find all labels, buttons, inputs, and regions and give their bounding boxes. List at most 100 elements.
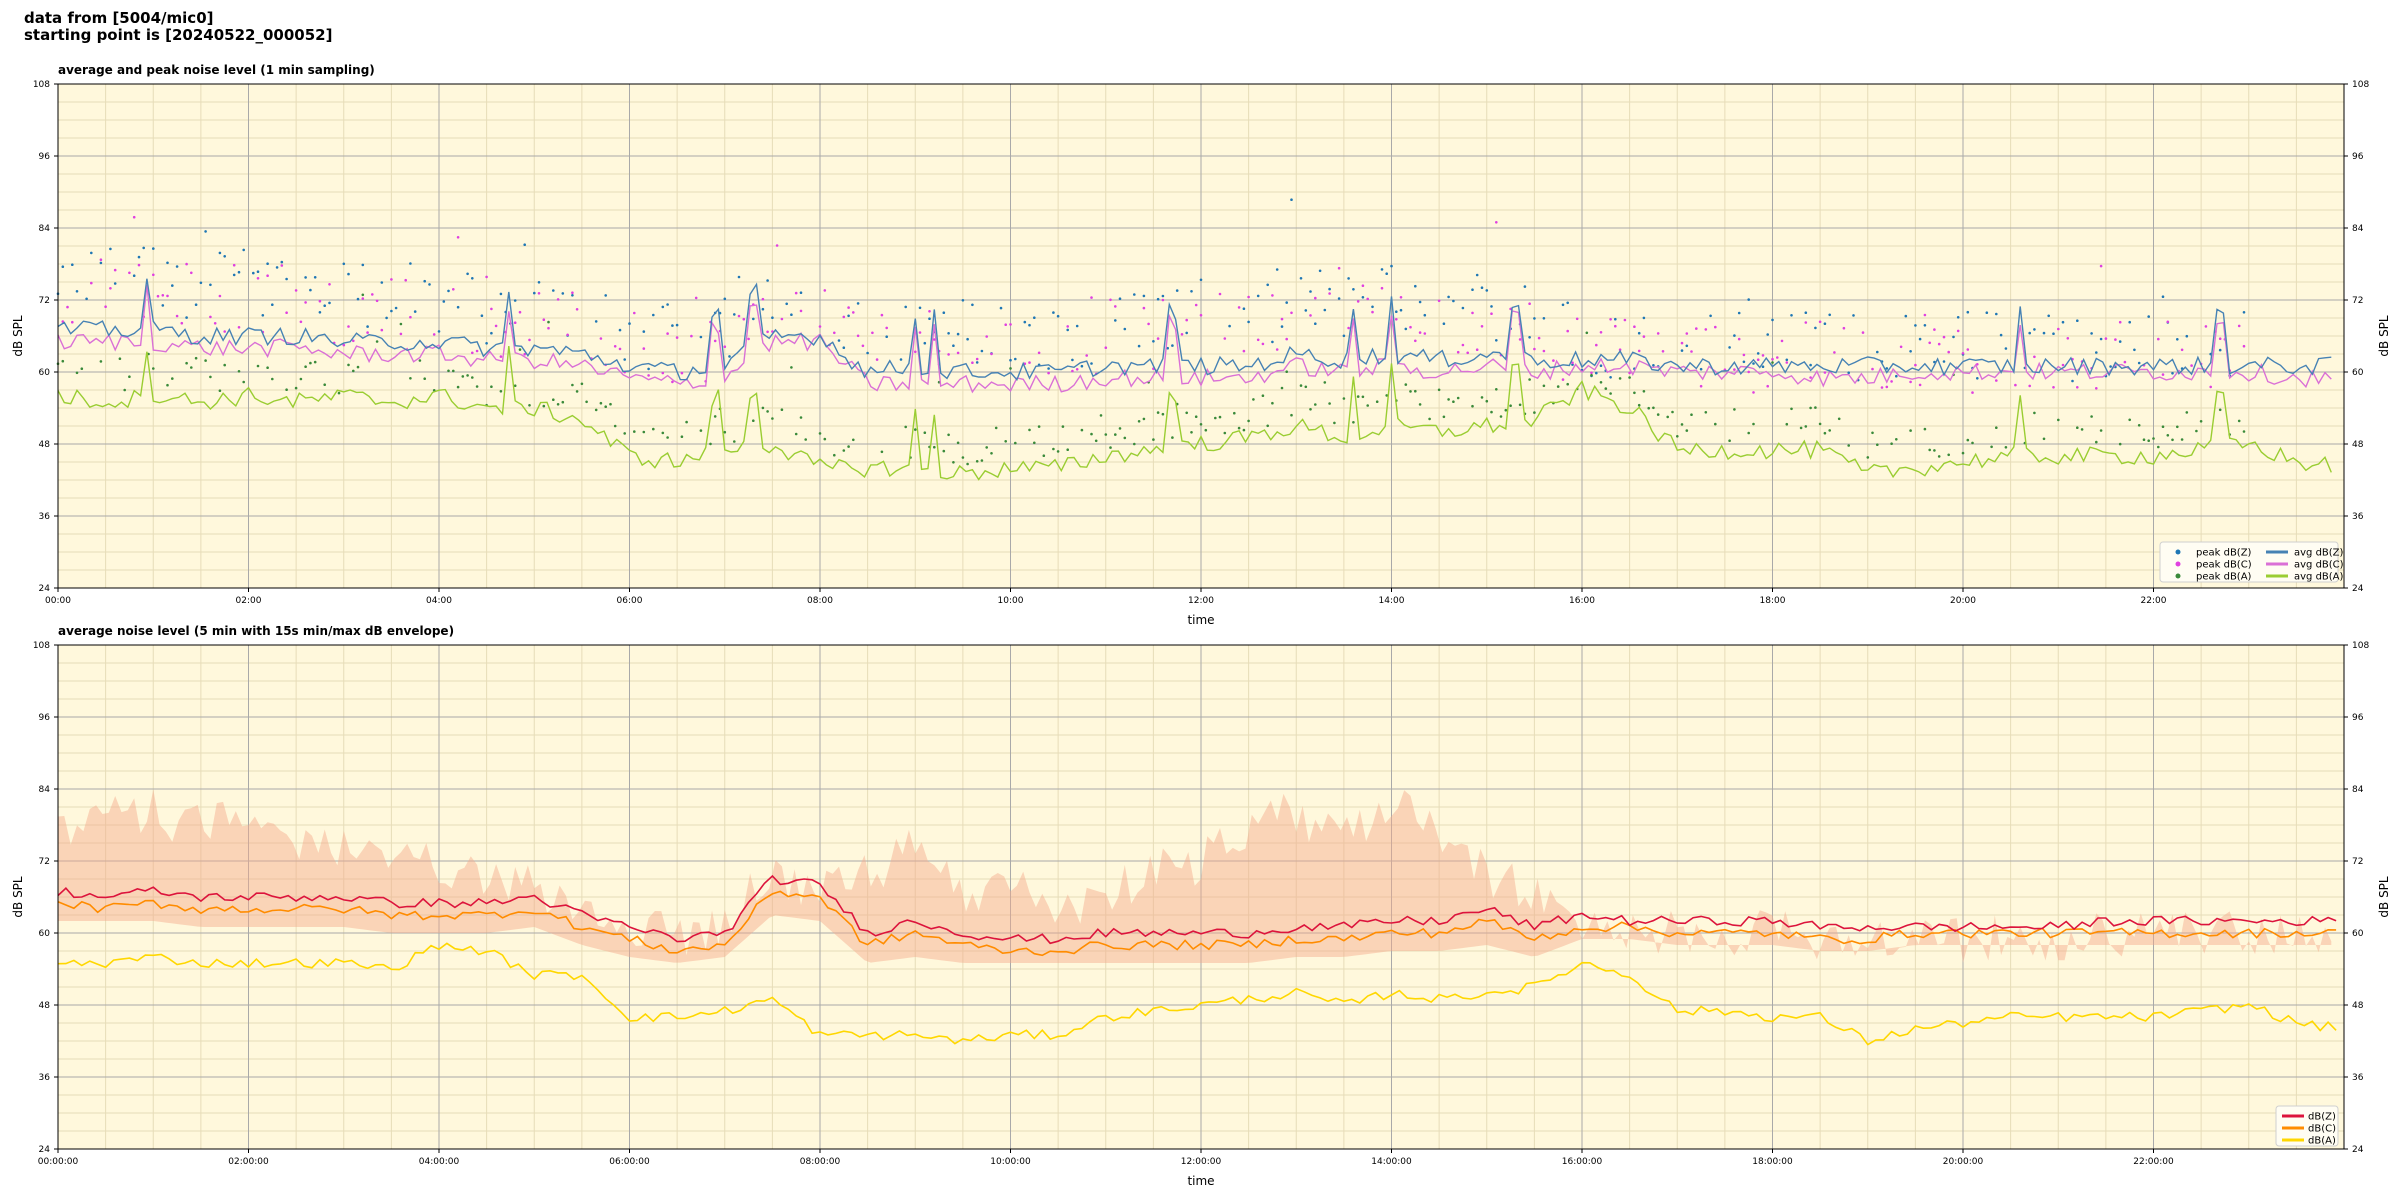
peak-point [1804, 311, 1808, 315]
peak-series-a_peak [56, 293, 2246, 466]
peak-point [1466, 351, 1469, 355]
peak-point [1818, 320, 1822, 324]
peak-point [409, 315, 412, 319]
peak-point [671, 380, 674, 384]
peak-point [385, 316, 388, 320]
peak-point [1318, 269, 1322, 273]
peak-point [1028, 323, 1031, 327]
peak-point [666, 303, 669, 306]
peak-point [766, 330, 769, 334]
peak-point [2176, 425, 2179, 429]
peak-point [185, 361, 188, 365]
peak-point [1342, 397, 1346, 400]
peak-point [456, 385, 460, 389]
x-tick-label: 08:00 [807, 596, 833, 606]
peak-point [1428, 417, 1431, 421]
peak-point [1756, 352, 1760, 355]
peak-point [985, 446, 988, 449]
legend-label: dB(A) [2308, 1136, 2336, 1147]
peak-point [1690, 350, 1693, 353]
peak-point [352, 339, 355, 343]
peak-point [1685, 332, 1689, 335]
peak-point [1780, 339, 1784, 343]
peak-point [1371, 310, 1374, 314]
peak-point [947, 332, 950, 335]
peak-point [1495, 221, 1498, 224]
peak-point [2099, 337, 2103, 341]
peak-point [1533, 411, 1536, 414]
chart-title: average noise level (5 min with 15s min/… [58, 624, 454, 638]
peak-point [1418, 331, 1422, 334]
peak-point [2195, 429, 2198, 433]
peak-point [1909, 380, 1912, 384]
peak-point [2166, 434, 2170, 437]
peak-point [1066, 328, 1069, 332]
peak-point [833, 453, 836, 457]
peak-point [2095, 440, 2098, 444]
peak-point [2161, 295, 2165, 299]
peak-point [1114, 305, 1117, 308]
y-tick-label-right: 24 [2352, 1145, 2364, 1155]
peak-point [2123, 360, 2127, 364]
peak-point [1656, 332, 1660, 335]
peak-point [1785, 422, 1789, 426]
peak-point [1923, 324, 1927, 327]
peak-point [1733, 334, 1736, 337]
peak-point [1280, 325, 1284, 328]
peak-point [2090, 332, 2093, 335]
peak-point [1271, 401, 1274, 405]
peak-point [152, 247, 155, 250]
peak-point [1275, 268, 1279, 271]
peak-point [204, 359, 207, 362]
peak-point [2028, 331, 2031, 335]
peak-point [1733, 408, 1736, 411]
peak-point [609, 402, 612, 406]
peak-point [842, 346, 846, 350]
peak-point [1028, 361, 1031, 364]
peak-point [518, 310, 522, 314]
peak-point [1971, 391, 1974, 394]
y-axis-label-right: dB SPL [2377, 876, 2391, 918]
peak-point [1871, 367, 1874, 371]
peak-point [556, 298, 560, 301]
peak-point [1052, 311, 1055, 314]
peak-point [1614, 317, 1617, 321]
peak-point [1218, 415, 1222, 419]
peak-point [490, 385, 493, 389]
peak-point [1933, 328, 1936, 331]
peak-point [1266, 283, 1269, 287]
peak-point [1685, 429, 1689, 432]
peak-point [1971, 441, 1974, 445]
peak-point [1752, 391, 1755, 394]
peak-point [2242, 311, 2246, 314]
peak-point [1561, 378, 1565, 381]
peak-point [1285, 337, 1288, 341]
peak-point [794, 291, 798, 295]
peak-point [2099, 429, 2103, 432]
peak-point [1380, 286, 1384, 290]
peak-point [1475, 273, 1479, 277]
peak-point [675, 323, 679, 327]
peak-point [1771, 361, 1774, 364]
peak-point [1814, 326, 1817, 330]
peak-point [680, 371, 684, 375]
peak-point [1661, 350, 1665, 353]
peak-point [1252, 398, 1255, 401]
peak-point [885, 335, 888, 339]
peak-point [1037, 351, 1041, 355]
peak-point [1590, 373, 1593, 377]
x-tick-label: 12:00 [1188, 596, 1214, 606]
peak-point [1833, 351, 1836, 354]
legend-marker-z_peak [2175, 549, 2181, 555]
peak-point [733, 440, 736, 443]
peak-point [304, 276, 307, 279]
peak-point [1533, 347, 1536, 351]
peak-point [709, 442, 712, 446]
peak-point [1304, 385, 1308, 389]
peak-point [1990, 445, 1993, 449]
peak-point [1094, 439, 1098, 443]
peak-point [547, 326, 550, 330]
peak-point [1414, 284, 1417, 288]
peak-point [266, 366, 269, 370]
peak-point [914, 350, 917, 354]
